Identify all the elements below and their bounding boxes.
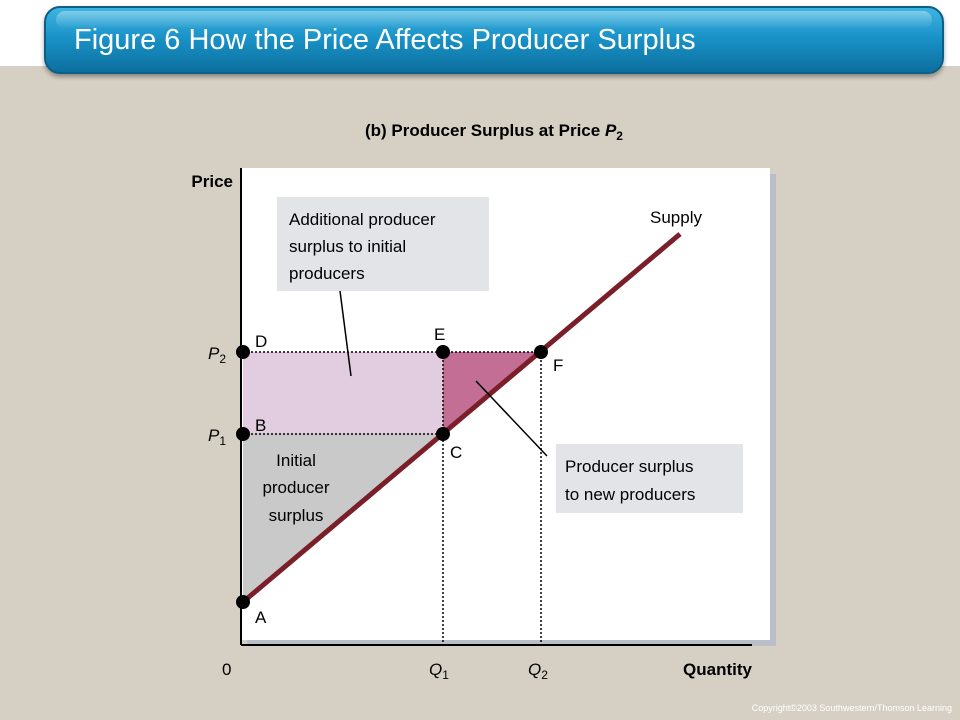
point-c-marker — [436, 427, 450, 441]
supply-curve — [241, 232, 682, 604]
point-f-label: F — [553, 356, 563, 375]
point-f-marker — [534, 345, 548, 359]
new-surplus-pointer — [475, 380, 548, 457]
point-a-marker — [236, 595, 250, 609]
point-c-label: C — [450, 443, 462, 462]
origin-label: 0 — [222, 660, 231, 679]
quantity-tick-q1: Q1 — [429, 660, 449, 682]
point-b-marker — [236, 427, 250, 441]
quantity-tick-q2: Q2 — [528, 660, 548, 682]
new-surplus-callout-line-2: to new producers — [565, 485, 695, 504]
supply-label: Supply — [650, 208, 702, 227]
additional-surplus-pointer — [339, 290, 352, 377]
point-b-label: B — [255, 416, 266, 435]
title-bar: Figure 6 How the Price Affects Producer … — [44, 6, 944, 74]
slide-title: Figure 6 How the Price Affects Producer … — [74, 24, 696, 56]
additional-surplus-area — [243, 352, 443, 434]
title-gloss — [56, 11, 932, 29]
price-tick-p2: P2 — [208, 344, 226, 366]
point-d-marker — [236, 345, 250, 359]
copyright-notice: Copyright©2003 Southwestern/Thomson Lear… — [751, 703, 952, 713]
additional-surplus-callout-line-2: surplus to initial — [289, 237, 406, 256]
additional-surplus-callout-line-3: producers — [289, 264, 365, 283]
point-e-marker — [436, 345, 450, 359]
point-d-label: D — [255, 332, 267, 351]
new-surplus-callout-line-1: Producer surplus — [565, 457, 694, 476]
additional-surplus-callout-box — [277, 197, 489, 291]
initial-surplus-label-line-3: surplus — [269, 506, 324, 525]
price-tick-p1: P1 — [208, 426, 226, 448]
additional-surplus-callout-line-1: Additional producer — [289, 210, 436, 229]
point-e-label: E — [434, 325, 445, 344]
figure-subtitle: (b) Producer Surplus at Price P2 — [365, 121, 623, 143]
initial-surplus-label-line-1: Initial — [276, 451, 316, 470]
y-axis-label: Price — [191, 172, 233, 191]
point-a-label: A — [255, 608, 267, 627]
x-axis-label: Quantity — [683, 660, 752, 679]
new-surplus-callout-box — [556, 444, 743, 513]
initial-surplus-label-line-2: producer — [262, 478, 329, 497]
